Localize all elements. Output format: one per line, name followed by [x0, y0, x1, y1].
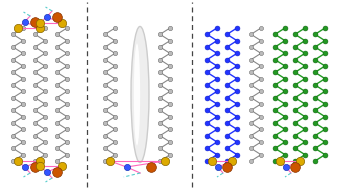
Ellipse shape [131, 26, 149, 163]
Ellipse shape [134, 43, 140, 146]
